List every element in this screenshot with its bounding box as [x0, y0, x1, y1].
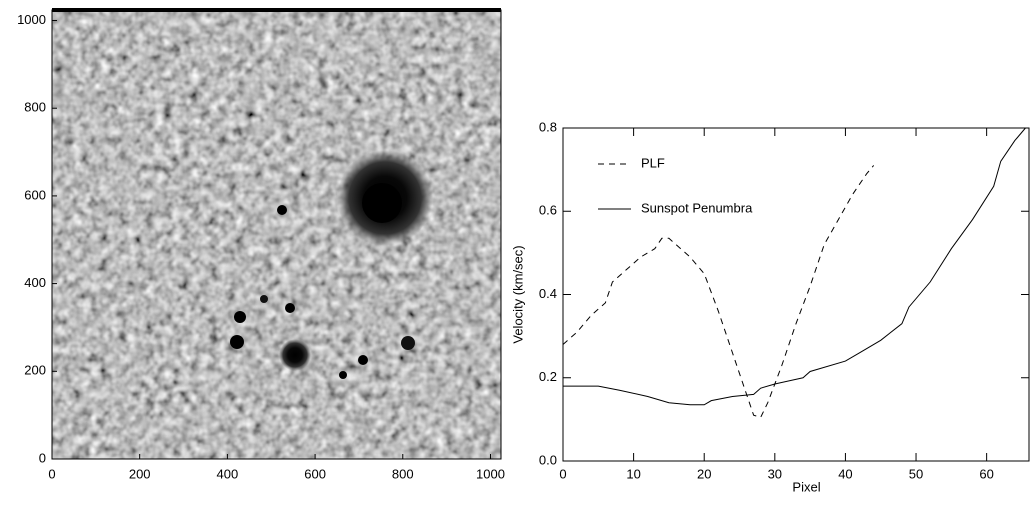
- x-tick-label: 200: [129, 466, 151, 481]
- y-tick-label: 0: [39, 450, 46, 465]
- series-line: [563, 127, 1026, 406]
- x-tick-label: 800: [392, 466, 414, 481]
- sunspot-umbra: [362, 183, 402, 223]
- x-tick-label: 0: [48, 466, 55, 481]
- x-tick-label: 20: [697, 466, 711, 481]
- pore: [358, 355, 368, 365]
- pore: [234, 311, 246, 323]
- granulation: [52, 10, 501, 459]
- y-tick-label: 0.0: [539, 452, 557, 467]
- y-tick-label: 0.4: [539, 286, 557, 301]
- y-axis-label: Velocity (km/sec): [510, 245, 525, 343]
- y-tick-label: 800: [24, 100, 46, 115]
- y-tick-label: 1000: [17, 12, 46, 27]
- x-tick-label: 50: [909, 466, 923, 481]
- x-tick-label: 30: [768, 466, 782, 481]
- pore: [230, 335, 244, 349]
- image-top-border: [52, 8, 501, 12]
- x-tick-label: 10: [626, 466, 640, 481]
- y-tick-label: 0.2: [539, 369, 557, 384]
- x-tick-label: 400: [217, 466, 239, 481]
- y-tick-label: 400: [24, 275, 46, 290]
- series-line: [562, 165, 875, 418]
- pore: [260, 295, 268, 303]
- y-tick-label: 0.6: [539, 203, 557, 218]
- solar-image: [52, 10, 501, 459]
- small-spot: [279, 339, 311, 371]
- legend-label: Sunspot Penumbra: [641, 200, 753, 215]
- legend-label: PLF: [641, 155, 665, 170]
- x-axis-label: Pixel: [792, 479, 820, 494]
- pore: [285, 303, 295, 313]
- plot-frame: [562, 127, 1030, 462]
- y-tick-label: 200: [24, 363, 46, 378]
- pore: [339, 371, 347, 379]
- x-tick-label: 600: [304, 466, 326, 481]
- x-tick-label: 60: [979, 466, 993, 481]
- pore: [277, 205, 287, 215]
- x-tick-label: 40: [838, 466, 852, 481]
- y-tick-label: 0.8: [539, 119, 557, 134]
- pore: [401, 336, 415, 350]
- x-tick-label: 1000: [476, 466, 505, 481]
- y-tick-label: 600: [24, 187, 46, 202]
- x-tick-label: 0: [559, 466, 566, 481]
